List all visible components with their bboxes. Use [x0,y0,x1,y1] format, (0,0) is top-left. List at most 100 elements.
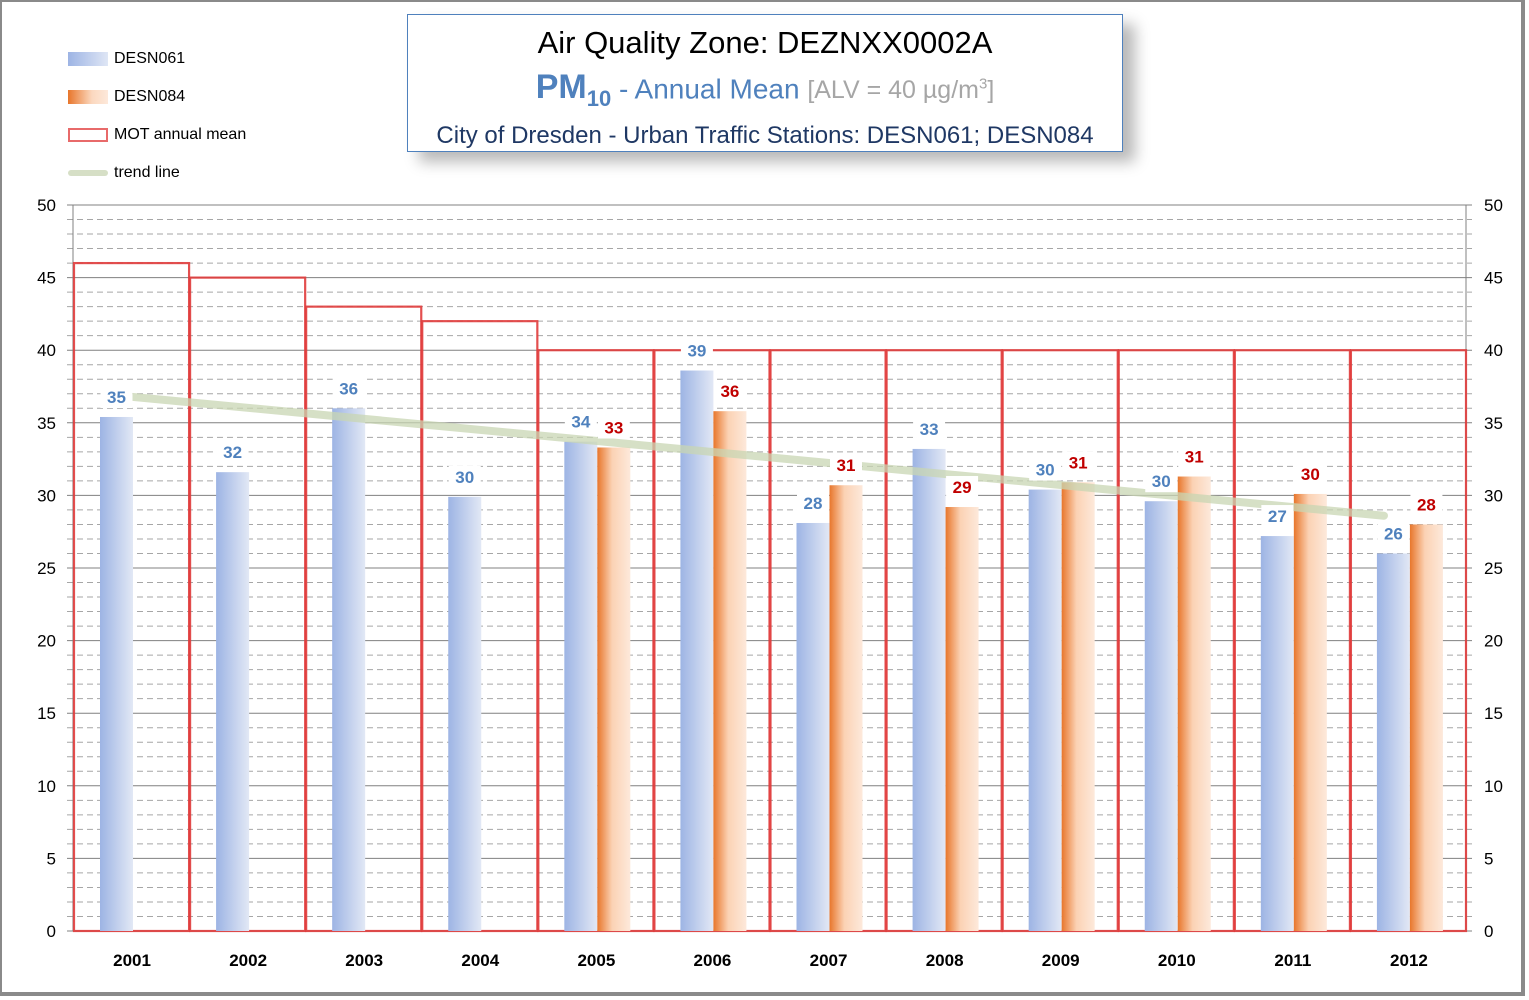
y-tick-label-right: 40 [1484,341,1503,360]
data-label-bg [797,491,829,514]
data-label-desn061: 33 [920,420,939,439]
data-label-desn061: 28 [804,494,823,513]
data-label-desn061: 39 [687,342,706,361]
bar-desn084 [597,447,631,931]
y-tick-label-right: 45 [1484,269,1503,288]
y-tick-label-right: 15 [1484,704,1503,723]
data-label-desn084: 36 [720,382,739,401]
data-label-desn061: 27 [1268,507,1287,526]
x-tick-label: 2006 [694,951,732,970]
data-label-desn061: 34 [571,413,590,432]
y-tick-label-right: 20 [1484,632,1503,651]
data-label-desn084: 29 [953,478,972,497]
legend-label: DESN061 [114,50,186,67]
chart-stations: City of Dresden - Urban Traffic Stations… [436,122,1094,150]
data-label-bg [100,385,133,408]
chart-title: Air Quality Zone: DEZNXX0002A [537,25,993,60]
y-tick-label-right: 30 [1484,486,1503,505]
y-tick-label-right: 0 [1484,922,1493,941]
data-label-bg [448,465,481,488]
data-label-desn061: 30 [455,468,474,487]
data-label-bg [1178,445,1211,468]
bar-desn061 [796,522,830,931]
y-tick-label-left: 10 [37,777,56,796]
bar-desn061 [1260,536,1294,931]
data-label-desn084: 30 [1301,465,1320,484]
legend-swatch-blue-bar [68,52,108,66]
pm-text: PM [535,68,587,107]
data-label-bg [597,416,630,439]
bar-desn084 [1293,493,1327,931]
y-tick-label-left: 50 [37,196,56,215]
x-tick-label: 2003 [345,951,383,970]
x-tick-label: 2002 [229,951,267,970]
y-tick-label-right: 50 [1484,196,1503,215]
bar-desn061 [564,441,598,931]
x-tick-label: 2012 [1390,951,1428,970]
alv-text: [ALV = 40 µg/m [807,76,979,105]
bar-desn061 [680,370,714,931]
x-tick-label: 2004 [461,951,499,970]
legend-swatch-red-outline [68,128,108,142]
data-label-bg [830,454,862,477]
x-tick-label: 2007 [810,951,848,970]
data-label-bg [946,476,979,499]
x-tick-label: 2009 [1042,951,1080,970]
y-tick-label-right: 5 [1484,849,1493,868]
legend-swatch-green-line [68,170,108,176]
y-tick-label-right: 25 [1484,559,1503,578]
bar-desn061 [332,408,366,931]
x-tick-label: 2001 [113,951,151,970]
y-tick-label-right: 10 [1484,777,1503,796]
y-tick-label-left: 20 [37,632,56,651]
data-label-bg [713,380,746,403]
legend-item-trend: trend line [68,154,246,192]
data-label-desn084: 31 [1185,448,1204,467]
x-tick-label: 2008 [926,951,964,970]
subtitle-text: - Annual Mean [611,73,808,105]
data-label-desn061: 35 [107,388,126,407]
data-label-bg [1294,462,1327,485]
data-label-bg [1062,451,1095,474]
data-label-bg [1261,505,1294,528]
bar-desn061 [448,496,482,931]
data-label-desn084: 31 [1069,453,1088,472]
bar-desn061 [216,472,250,931]
bar-desn061 [1028,489,1062,931]
bar-desn084 [945,507,979,931]
legend-item-desn061: DESN061 [68,40,246,78]
bar-desn084 [1177,476,1211,931]
y-tick-label-left: 30 [37,486,56,505]
data-label-bg [1377,522,1410,545]
legend: DESN061 DESN084 MOT annual mean trend li… [68,40,246,192]
pm-subscript: 10 [586,86,612,112]
y-tick-label-left: 5 [47,849,56,868]
bar-desn084 [1061,482,1095,931]
data-label-bg [564,410,597,433]
data-label-desn084: 31 [837,456,856,475]
trend-line [111,391,1388,520]
bar-desn084 [1409,524,1443,931]
legend-item-mot: MOT annual mean [68,116,246,154]
alv-end: ] [987,76,995,105]
legend-item-desn084: DESN084 [68,78,246,116]
data-label-bg [216,441,249,464]
legend-label: trend line [114,164,180,181]
bar-desn061 [1144,501,1178,931]
y-tick-label-right: 35 [1484,414,1503,433]
alv-superscript: 3 [978,76,988,93]
y-tick-label-left: 0 [47,922,56,941]
data-label-desn061: 32 [223,443,242,462]
data-label-bg [1410,493,1443,516]
y-tick-label-left: 15 [37,704,56,723]
legend-label: MOT annual mean [114,126,247,143]
bar-desn061 [1376,553,1410,931]
y-tick-label-left: 45 [37,269,56,288]
data-label-desn061: 30 [1152,472,1171,491]
data-label-desn061: 30 [1036,461,1055,480]
data-label-bg [1029,458,1062,481]
legend-swatch-orange-bar [68,90,108,104]
data-label-desn061: 26 [1384,524,1403,543]
